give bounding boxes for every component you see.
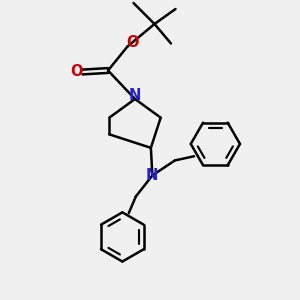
Text: N: N [146,168,158,183]
Text: N: N [129,88,141,103]
Text: O: O [127,35,139,50]
Text: O: O [70,64,83,80]
